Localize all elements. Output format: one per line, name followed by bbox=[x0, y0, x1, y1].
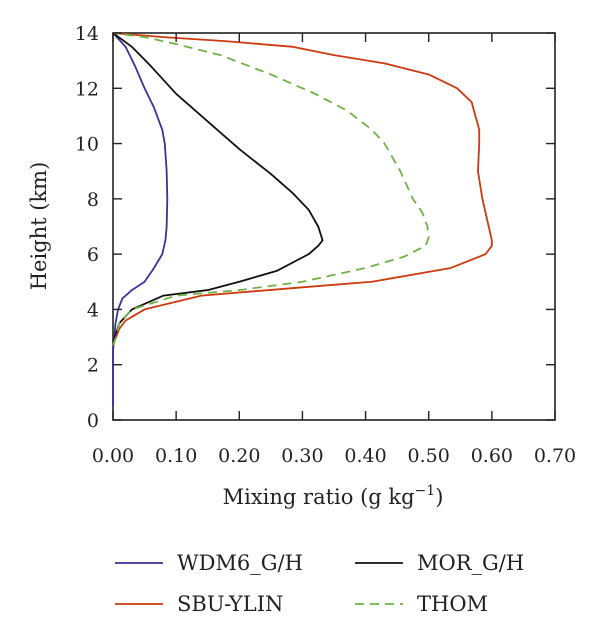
legend-label-thom: THOM bbox=[417, 592, 488, 616]
y-tick-label: 8 bbox=[87, 189, 99, 211]
legend-label-wdm6-g-h: WDM6_G/H bbox=[177, 551, 303, 575]
series-line-sbu-ylin bbox=[112, 32, 493, 346]
y-tick-label: 4 bbox=[87, 299, 99, 321]
x-tick-label: 0.10 bbox=[155, 445, 197, 467]
legend-label-sbu-ylin: SBU-YLIN bbox=[177, 592, 283, 616]
y-axis-title: Height (km) bbox=[27, 162, 51, 291]
x-tick-label: 0.40 bbox=[344, 445, 386, 467]
x-tick-label: 0.70 bbox=[534, 445, 576, 467]
series-line-thom bbox=[112, 32, 430, 346]
plot-border bbox=[112, 32, 556, 421]
x-tick-label: 0.30 bbox=[281, 445, 323, 467]
x-tick-label: 0.00 bbox=[92, 445, 134, 467]
y-tick-label: 14 bbox=[75, 23, 99, 45]
axis-ticks bbox=[112, 32, 556, 421]
legend-label-mor-g-h: MOR_G/H bbox=[417, 551, 524, 575]
series-line-mor-g-h bbox=[112, 32, 324, 346]
x-tick-label: 0.20 bbox=[218, 445, 260, 467]
plot-frame bbox=[112, 32, 556, 421]
series-line-wdm6-g-h bbox=[112, 32, 169, 407]
x-axis-title-suffix: ) bbox=[435, 485, 443, 509]
legend: WDM6_G/H MOR_G/H SBU-YLIN THOM bbox=[115, 551, 524, 616]
y-tick-label: 12 bbox=[75, 78, 99, 100]
axis-tick-labels: 0.00 0.10 0.20 0.30 0.40 0.50 0.60 0.70 0 2 4 6 8 10 1… bbox=[75, 23, 576, 467]
x-tick-label: 0.60 bbox=[471, 445, 513, 467]
y-tick-label: 2 bbox=[87, 355, 99, 377]
y-tick-label: 6 bbox=[87, 244, 99, 266]
y-tick-label: 10 bbox=[75, 134, 99, 156]
x-axis-title: Mixing ratio (g kg−1) bbox=[223, 483, 444, 509]
x-tick-label: 0.50 bbox=[408, 445, 450, 467]
x-axis-title-main: Mixing ratio (g kg bbox=[223, 485, 415, 509]
y-tick-label: 0 bbox=[87, 410, 99, 432]
x-axis-title-exponent: −1 bbox=[415, 483, 436, 499]
series-lines bbox=[112, 32, 493, 407]
